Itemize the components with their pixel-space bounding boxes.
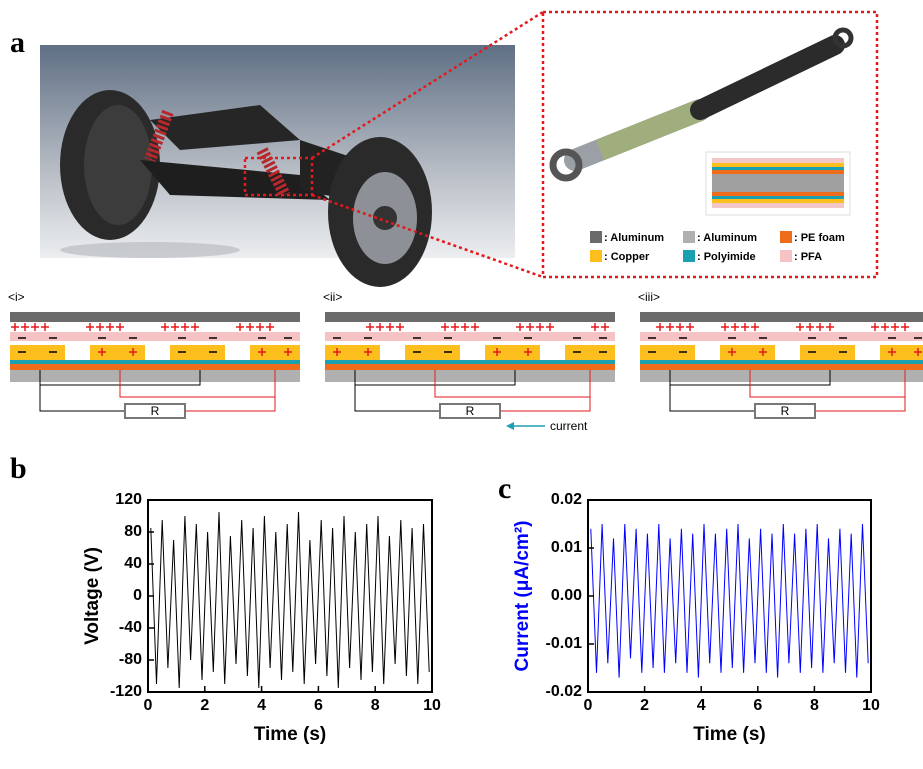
signal-line: [151, 512, 429, 688]
x-tick-label: 6: [314, 697, 323, 714]
layer-inset: [706, 152, 850, 215]
y-axis-label: Current (μA/cm²): [512, 521, 533, 672]
electrode-top: [640, 312, 923, 322]
y-tick-label: -0.01: [546, 635, 583, 652]
resistor-label: R: [781, 404, 790, 418]
y-tick-label: 120: [115, 491, 142, 508]
states: <i> R <ii> R <iii> R: [8, 290, 923, 418]
panel-label: b: [10, 452, 27, 485]
resistor-label: R: [466, 404, 475, 418]
pfa-layer: [325, 332, 615, 341]
aluminum-core: [640, 370, 923, 382]
state-label: <ii>: [323, 290, 342, 304]
polyimide-layer: [640, 360, 923, 364]
y-tick-label: -0.02: [546, 683, 583, 700]
foam-layer: [325, 364, 615, 370]
x-tick-label: 8: [810, 697, 819, 714]
polyimide-layer: [325, 360, 615, 364]
legend-label: : Copper: [604, 251, 650, 263]
y-tick-label: 80: [124, 523, 142, 540]
foam-layer: [10, 364, 300, 370]
legend-label: : PFA: [794, 251, 822, 263]
panel-label: c: [498, 472, 511, 505]
x-tick-label: 8: [371, 697, 380, 714]
x-tick-label: 4: [697, 697, 706, 714]
signal-line: [591, 524, 868, 678]
resistor-label: R: [151, 404, 160, 418]
y-tick-label: 40: [124, 555, 142, 572]
x-tick-label: 2: [200, 697, 209, 714]
panel-label: a: [10, 26, 25, 59]
y-axis-label: Voltage (V): [82, 547, 103, 645]
y-tick-label: 0.02: [551, 491, 582, 508]
y-tick-label: -120: [110, 683, 142, 700]
y-tick-label: -40: [119, 619, 142, 636]
x-tick-label: 2: [640, 697, 649, 714]
copper-electrode: [565, 345, 615, 360]
x-tick-label: 10: [862, 697, 880, 714]
y-tick-label: 0.01: [551, 539, 582, 556]
x-axis-label: Time (s): [254, 724, 327, 745]
pfa-layer: [640, 332, 923, 341]
y-tick-label: 0: [133, 587, 142, 604]
legend-label: : Aluminum: [697, 232, 757, 244]
x-axis-label: Time (s): [693, 724, 766, 745]
photo: [40, 45, 515, 287]
legend-label: : PE foam: [794, 232, 845, 244]
foam-layer: [640, 364, 923, 370]
current-arrow-head: [506, 422, 514, 430]
x-tick-label: 0: [144, 697, 153, 714]
current-label: current: [550, 419, 588, 433]
y-tick-label: -80: [119, 651, 142, 668]
figure: a b c: [0, 0, 923, 769]
state-label: <iii>: [638, 290, 660, 304]
x-tick-label: 4: [257, 697, 266, 714]
x-tick-label: 0: [584, 697, 593, 714]
x-tick-label: 10: [423, 697, 441, 714]
legend-label: : Polyimide: [697, 251, 756, 263]
aluminum-core: [325, 370, 615, 382]
copper-electrode: [250, 345, 300, 360]
pfa-layer: [10, 332, 300, 341]
aluminum-core: [10, 370, 300, 382]
y-tick-label: 0.00: [551, 587, 582, 604]
state-label: <i>: [8, 290, 25, 304]
electrode-top: [10, 312, 300, 322]
electrode-top: [325, 312, 615, 322]
x-tick-label: 6: [753, 697, 762, 714]
polyimide-layer: [10, 360, 300, 364]
legend-label: : Aluminum: [604, 232, 664, 244]
